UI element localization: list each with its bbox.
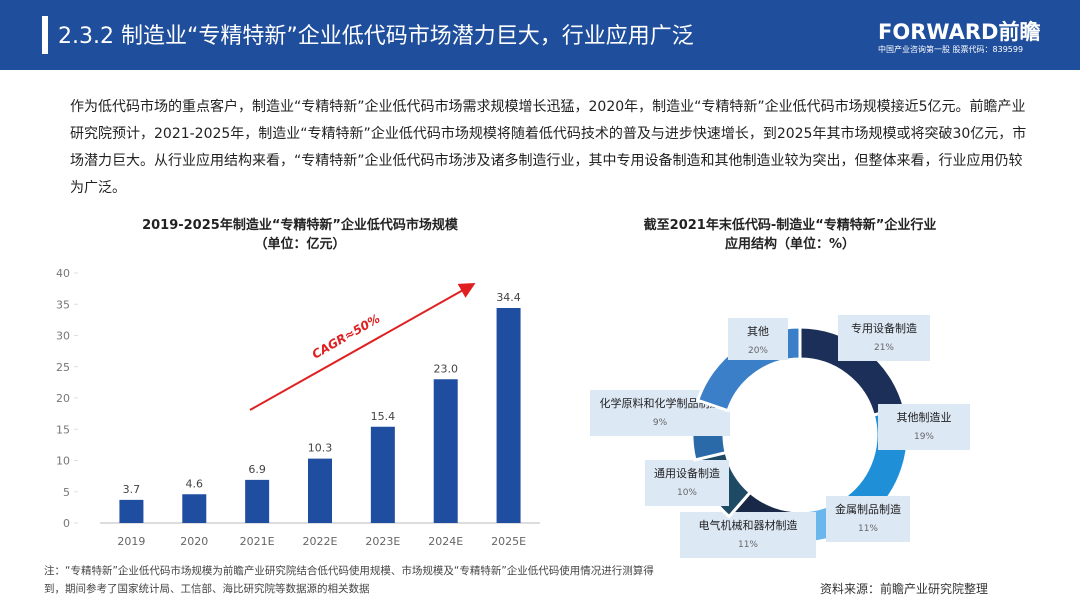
segment-label: 其他 [747,325,769,338]
value-label: 3.7 [123,483,141,496]
trend-arrow [249,283,476,411]
label-box [680,512,816,558]
paragraph: 作为低代码市场的重点客户，制造业“专精特新”企业低代码市场需求规模增长迅猛，20… [70,99,1027,196]
segment-value: 9% [653,418,668,428]
segment-label: 化学原料和化学制品制造 [600,396,721,410]
chart-title: 应用结构（单位：%） [725,236,855,252]
x-tick-label: 2025E [491,535,526,548]
x-tick-label: 2023E [365,535,400,548]
segment-label: 电气机械和器材制造 [699,518,798,532]
y-tick-label: 20 [56,392,70,405]
label-box [826,496,910,542]
value-label: 4.6 [186,477,204,490]
tagline: 中国产业咨询第一股 股票代码：839599 [878,45,1024,54]
segment-value: 21% [874,343,894,353]
chart-title: 2019-2025年制造业“专精特新”企业低代码市场规模 [142,217,459,233]
y-tick-label: 25 [56,361,70,374]
segment-value: 20% [748,346,768,356]
segment-value: 19% [914,432,934,442]
bar [245,479,270,523]
bar [119,499,144,523]
label-box [645,460,729,506]
segment-label: 通用设备制造 [654,466,720,480]
y-tick-label: 0 [63,517,70,530]
value-label: 23.0 [433,362,458,375]
value-label: 15.4 [371,410,396,423]
segment-value: 11% [738,540,758,550]
value-label: 10.3 [308,442,333,455]
header-accent [42,16,48,54]
x-tick-label: 2021E [240,535,275,548]
source: 资料来源：前瞻产业研究院整理 [820,582,989,596]
label-box [878,404,970,450]
x-tick-label: 2019 [117,535,145,548]
segment-value: 10% [677,488,697,498]
y-tick-label: 30 [56,330,70,343]
logo: FORWARD前瞻 [878,20,1041,44]
chart-title: 截至2021年末低代码-制造业“专精特新”企业行业 [644,217,937,233]
y-tick-label: 5 [63,486,70,499]
segment-label: 其他制造业 [897,410,952,424]
y-tick-label: 40 [56,267,70,280]
y-tick-label: 10 [56,455,70,468]
value-label: 34.4 [496,291,521,304]
x-tick-label: 2024E [428,535,463,548]
segment-label: 金属制品制造 [835,502,901,516]
y-tick-label: 15 [56,423,70,436]
note: 注：“专精特新”企业低代码市场规模为前瞻产业研究院结合低代码使用规模、市场规模及… [44,565,654,595]
y-tick-label: 35 [56,298,70,311]
label-box [728,318,788,360]
segment-label: 专用设备制造 [851,321,917,335]
bar [308,458,332,523]
value-label: 6.9 [248,463,266,476]
x-tick-label: 2020 [180,535,208,548]
header-title: 2.3.2 制造业“专精特新”企业低代码市场潜力巨大，行业应用广泛 [58,24,694,49]
bar [496,308,521,523]
bar [182,494,207,523]
bar [433,379,458,523]
chart-subtitle: （单位：亿元） [254,236,345,252]
segment-value: 11% [858,524,878,534]
bar [370,426,395,523]
x-tick-label: 2022E [303,535,338,548]
label-box [838,315,930,361]
annotation: CAGR≈50% [310,311,383,361]
header-bar [0,0,1080,70]
